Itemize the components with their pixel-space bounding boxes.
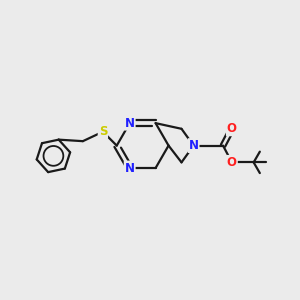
Text: N: N xyxy=(125,161,135,175)
Text: O: O xyxy=(227,122,237,135)
Text: N: N xyxy=(189,139,199,152)
Text: O: O xyxy=(227,156,237,169)
Text: S: S xyxy=(99,125,107,138)
Text: N: N xyxy=(125,117,135,130)
